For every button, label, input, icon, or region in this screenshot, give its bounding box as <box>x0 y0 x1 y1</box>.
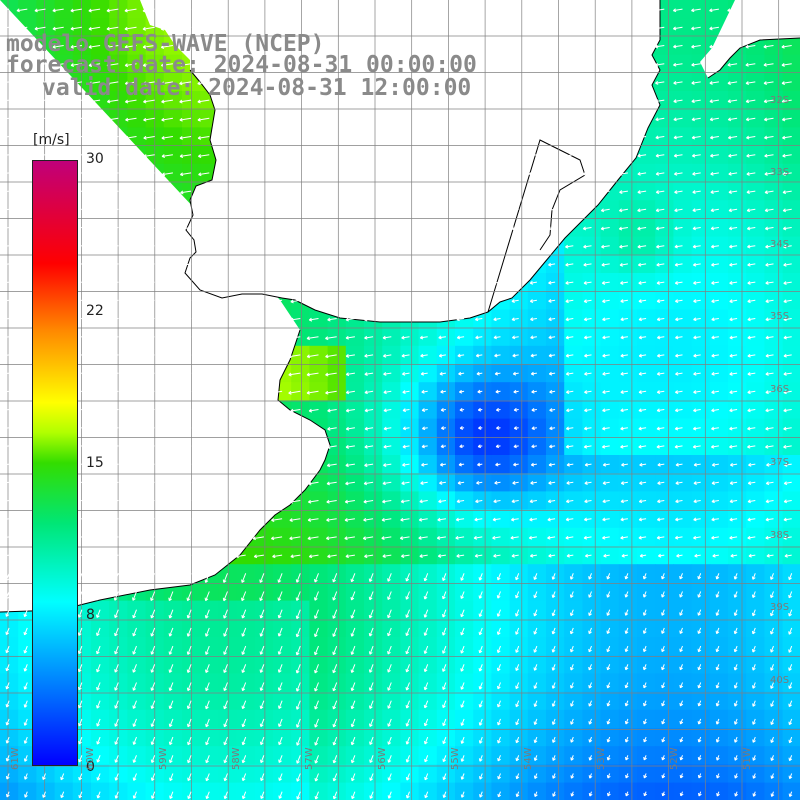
forecast-date: forecast date: 2024-08-31 00:00:00 <box>6 52 477 78</box>
lat-label-37s: 37S <box>770 457 790 468</box>
colorbar-frame <box>32 160 78 766</box>
lon-label-57w: 57W <box>304 747 315 770</box>
wind-vector-arrows <box>0 8 793 800</box>
lon-label-58w: 58W <box>231 747 242 770</box>
lon-label-51w: 51W <box>742 747 753 770</box>
colorbar-tick-0: 0 <box>86 759 95 775</box>
colorbar-gradient <box>33 161 77 765</box>
lat-label-36s: 36S <box>770 384 790 395</box>
lat-label-38s: 38S <box>770 530 790 541</box>
land-mass <box>0 0 800 612</box>
lon-label-52w: 52W <box>669 747 680 770</box>
colorbar-tick-15: 15 <box>86 455 104 471</box>
lon-label-54w: 54W <box>523 747 534 770</box>
lon-label-56w: 56W <box>377 747 388 770</box>
lat-label-32s: 32S <box>770 95 790 106</box>
colorbar-tick-22: 22 <box>86 303 104 319</box>
colorbar-unit: [m/s] <box>33 132 70 148</box>
lon-label-60w: 60W <box>85 747 96 770</box>
lon-label-61w: 61W <box>10 747 21 770</box>
colorbar-tick-30: 30 <box>86 151 104 167</box>
colorbar-tick-8: 8 <box>86 607 95 623</box>
model-title: modelo GEFS-WAVE (NCEP) <box>6 31 325 57</box>
lat-label-34s: 34S <box>770 239 790 250</box>
lon-label-53w: 53W <box>596 747 607 770</box>
lon-label-59w: 59W <box>158 747 169 770</box>
lon-label-55w: 55W <box>450 747 461 770</box>
lat-label-39s: 39S <box>770 602 790 613</box>
lat-label-35s: 35S <box>770 311 790 322</box>
valid-date: valid date: 2024-08-31 12:00:00 <box>42 75 472 101</box>
lat-label-33s: 33S <box>770 167 790 178</box>
lat-label-40s: 40S <box>770 675 790 686</box>
